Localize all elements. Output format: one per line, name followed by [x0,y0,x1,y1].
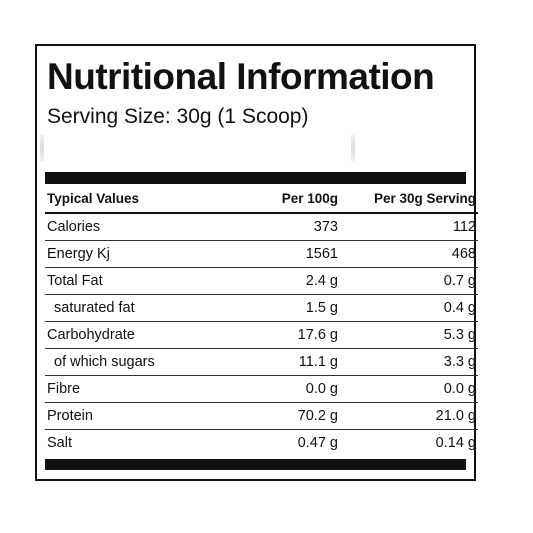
per-serving-value: 21.0 g [340,402,478,430]
header-per-100g: Per 100g [229,184,340,214]
header-typical-values: Typical Values [45,184,229,214]
nutrient-name: Salt [47,435,72,451]
nutrition-table: Typical Values Per 100g Per 30g Serving … [45,184,478,456]
serving-size-text: Serving Size: 30g (1 Scoop) [47,105,309,128]
table-row: Calories 373 112 [45,213,478,241]
per-100g-value: 0.0 g [229,375,340,403]
per-100g-value: 11.1 g [229,348,340,376]
table-header-row: Typical Values Per 100g Per 30g Serving [45,184,478,214]
per-serving-value: 5.3 g [340,321,478,349]
nutrient-name: Fibre [45,375,229,403]
per-100g-value: 1.5 g [229,294,340,322]
table-row: Total Fat 2.4 g 0.7 g [45,267,478,295]
table-row: Protein 70.2 g 21.0 g [45,402,478,430]
per-serving-value: 0.0 g [340,375,478,403]
nutrition-label-panel: Nutritional Information Serving Size: 30… [35,44,478,481]
nutrient-name: of which sugars [45,348,229,376]
per-100g-value: 0.47 g [297,435,338,451]
per-100g-value: 2.4 g [229,267,340,295]
per-100g-value: 373 [229,213,340,241]
per-100g-value: 1561 [229,240,340,268]
nutrient-name: Carbohydrate [45,321,229,349]
per-serving-value: 0.14 g [435,435,476,451]
per-serving-value: 3.3 g [340,348,478,376]
nutrient-name: Calories [45,213,229,241]
table-row: of which sugars 11.1 g 3.3 g [45,348,478,376]
per-serving-value: 112 [340,213,478,241]
table-row: Energy Kj 1561 468 [45,240,478,268]
table-row: saturated fat 1.5 g 0.4 g [45,294,478,322]
per-serving-value: 0.7 g [340,267,478,295]
nutrient-name: Energy Kj [45,240,229,268]
table-row: Carbohydrate 17.6 g 5.3 g [45,321,478,349]
nutrient-name: Total Fat [45,267,229,295]
nutrient-name: Protein [45,402,229,430]
table-row: Fibre 0.0 g 0.0 g [45,375,478,403]
header-per-serving: Per 30g Serving [340,184,478,214]
per-serving-value: 0.4 g [340,294,478,322]
per-100g-value: 17.6 g [229,321,340,349]
nutrient-name: saturated fat [45,294,229,322]
table-row: Salt 0.47 g 0.14 g [45,430,478,457]
table-top-bar [45,172,466,184]
scan-artifact-right [351,135,355,161]
label-title: Nutritional Information [47,56,435,97]
table-bottom-bar [45,459,466,470]
per-serving-value: 468 [340,240,478,268]
per-100g-value: 70.2 g [229,402,340,430]
scan-artifact-left [40,135,44,161]
